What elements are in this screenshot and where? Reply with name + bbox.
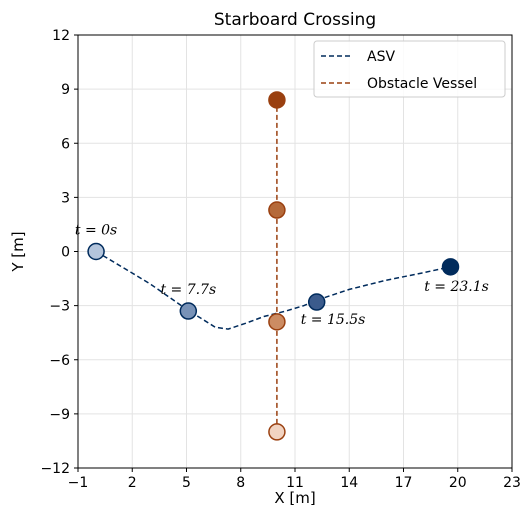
- chart-title: Starboard Crossing: [214, 10, 376, 30]
- obstacle-marker-0: [268, 423, 286, 441]
- x-tick-label-2: 5: [182, 475, 191, 491]
- asv-marker-1: [179, 302, 198, 320]
- x-tick-label-6: 17: [395, 475, 413, 491]
- asv-marker-0: [87, 242, 105, 261]
- y-tick-label-7: 9: [61, 82, 70, 98]
- y-tick-label-3: −3: [49, 299, 70, 315]
- x-axis-label: X [m]: [274, 489, 315, 507]
- y-tick-label-1: −9: [49, 407, 70, 423]
- time-annotation-1: t = 7.7s: [160, 282, 216, 298]
- asv-marker-3: [441, 258, 460, 276]
- y-tick-label-8: 12: [52, 28, 70, 44]
- time-annotation-0: t = 0s: [75, 223, 117, 239]
- legend-box: [313, 40, 506, 98]
- asv-path: [95, 250, 451, 330]
- obstacle-marker-1: [268, 313, 286, 331]
- obstacle-marker-2: [268, 201, 286, 219]
- y-tick-label-5: 3: [61, 190, 70, 206]
- x-tick-label-0: −1: [68, 475, 89, 491]
- legend: ASV Obstacle Vessel: [313, 40, 506, 98]
- x-tick-label-4: 11: [286, 475, 304, 491]
- x-tick-label-8: 23: [503, 475, 521, 491]
- y-tick-label-2: −6: [49, 353, 70, 369]
- asv-marker-2: [307, 293, 326, 311]
- grid: [77, 34, 513, 469]
- series-layer: t = 0s t = 7.7s t = 15.5s t = 23.1s: [75, 91, 489, 441]
- x-tick-label-3: 8: [236, 475, 245, 491]
- y-axis-label: Y [m]: [9, 231, 27, 272]
- y-tick-label-6: 6: [61, 136, 70, 152]
- time-annotation-2: t = 15.5s: [301, 312, 366, 328]
- obstacle-marker-3: [268, 91, 286, 109]
- x-tick-label-7: 20: [449, 475, 467, 491]
- x-tick-label-1: 2: [128, 475, 137, 491]
- y-tick-label-0: −12: [40, 461, 70, 477]
- legend-label-asv: ASV: [367, 49, 395, 65]
- legend-label-obstacle: Obstacle Vessel: [367, 76, 477, 92]
- y-tick-label-4: 0: [61, 245, 70, 261]
- time-annotation-3: t = 23.1s: [424, 279, 489, 295]
- x-tick-label-5: 14: [340, 475, 358, 491]
